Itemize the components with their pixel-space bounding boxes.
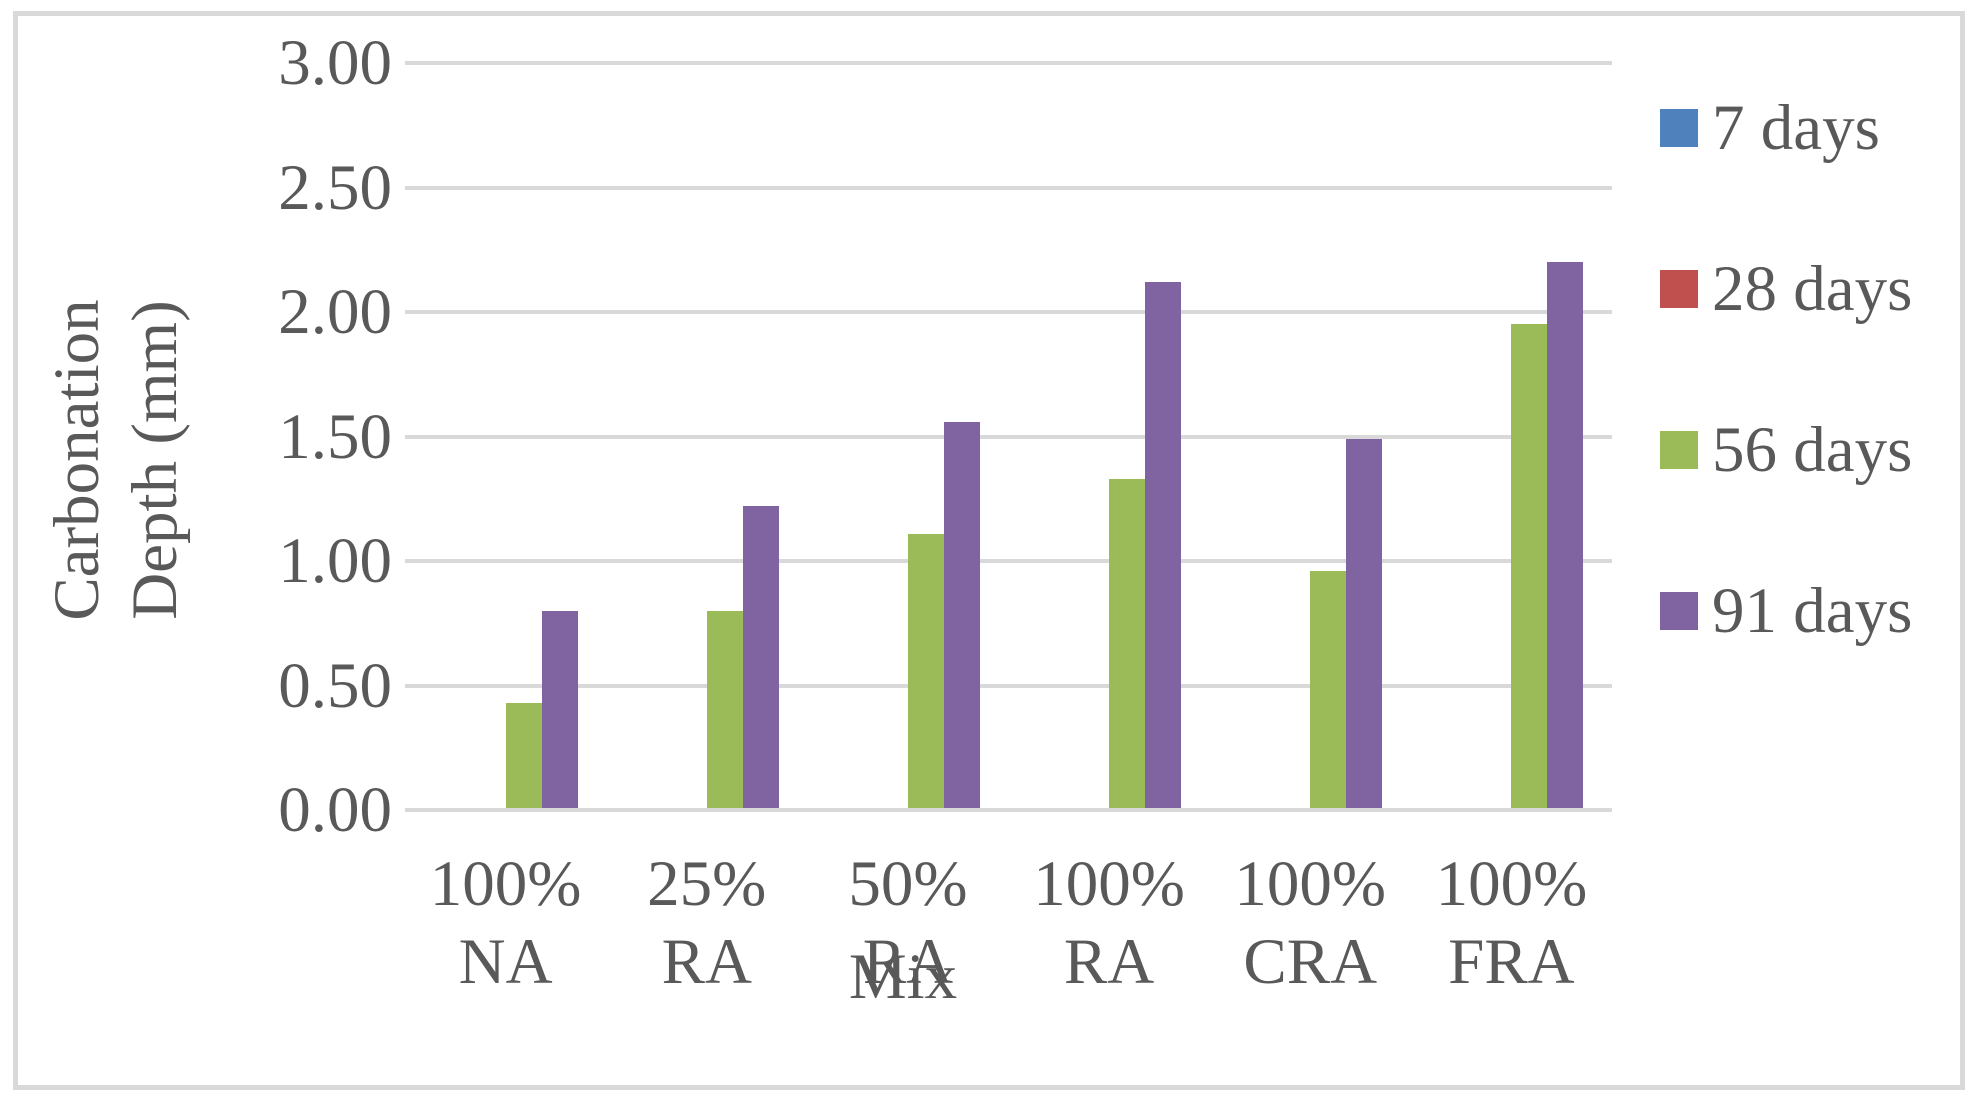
- category-label-line1: 100%: [429, 848, 582, 920]
- category-label-25%-RA: 25% RA: [587, 845, 827, 1001]
- category-label-line1: 50%: [848, 848, 968, 920]
- bar-56-days-100%-FRA: [1511, 324, 1548, 810]
- category-label-100%-CRA: 100% CRA: [1190, 845, 1430, 1001]
- bar-56-days-25%-RA: [706, 610, 743, 810]
- legend-swatch-7-days: [1660, 109, 1698, 147]
- y-tick-label-0.00: 0.00: [278, 774, 392, 846]
- y-tick-label-1.50: 1.50: [278, 400, 392, 473]
- bar-91-days-100%-NA: [541, 610, 578, 810]
- y-tick-label-2.00: 2.00: [278, 276, 392, 348]
- chart-border-frame: [13, 11, 1965, 1090]
- category-label-line1: 100%: [1435, 848, 1588, 920]
- x-axis-line: [405, 808, 1612, 812]
- bar-91-days-100%-RA: [1145, 282, 1182, 810]
- category-label-50%-RA: 50% RA: [788, 845, 1028, 1001]
- y-axis-title: Carbonation Depth (mm): [38, 150, 198, 770]
- legend-label-7-days: 7 days: [1712, 92, 1880, 164]
- bar-56-days-100%-RA: [1109, 478, 1146, 810]
- bar-56-days-100%-CRA: [1310, 570, 1347, 810]
- y-axis-title-line1: Carbonation: [41, 299, 113, 621]
- category-label-line2: RA: [1063, 926, 1155, 998]
- legend-label-28-days: 28 days: [1712, 253, 1913, 325]
- y-tick-label-1.00: 1.00: [278, 525, 392, 597]
- legend-swatch-91-days: [1660, 592, 1698, 630]
- y-tick-label-2.50: 2.50: [278, 151, 392, 224]
- bar-91-days-100%-CRA: [1346, 438, 1383, 810]
- bar-56-days-50%-RA: [907, 533, 944, 810]
- gridline-2.00: [405, 310, 1612, 314]
- category-label-100%-NA: 100% NA: [386, 845, 626, 1001]
- y-tick-label-3.00: 3.00: [278, 27, 392, 99]
- gridline-0.50: [405, 683, 1612, 688]
- x-axis-title: Mix: [848, 941, 958, 1013]
- bar-56-days-100%-NA: [505, 702, 542, 810]
- gridline-2.50: [405, 185, 1612, 190]
- category-label-line2: NA: [458, 926, 553, 998]
- gridline-3.00: [405, 61, 1612, 65]
- legend-label-56-days: 56 days: [1712, 414, 1913, 486]
- bar-91-days-50%-RA: [943, 421, 980, 810]
- legend-label-91-days: 91 days: [1712, 575, 1913, 647]
- category-label-100%-RA: 100% RA: [989, 845, 1229, 1001]
- category-label-line1: 25%: [647, 848, 767, 920]
- bar-91-days-100%-FRA: [1547, 262, 1584, 810]
- legend-swatch-56-days: [1660, 431, 1698, 469]
- y-axis-title-line2: Depth (mm): [119, 300, 191, 620]
- bar-91-days-25%-RA: [742, 506, 779, 810]
- category-label-line2: FRA: [1448, 926, 1575, 998]
- category-label-line2: CRA: [1243, 926, 1378, 998]
- category-label-100%-FRA: 100% FRA: [1391, 845, 1631, 1001]
- category-label-line1: 100%: [1033, 848, 1185, 920]
- category-label-line2: RA: [661, 926, 752, 998]
- legend-swatch-28-days: [1660, 270, 1698, 308]
- gridline-1.00: [405, 559, 1612, 563]
- category-label-line2: RA: [862, 926, 954, 998]
- y-tick-label-0.50: 0.50: [278, 649, 392, 722]
- category-label-line1: 100%: [1234, 848, 1387, 920]
- gridline-1.50: [405, 434, 1612, 439]
